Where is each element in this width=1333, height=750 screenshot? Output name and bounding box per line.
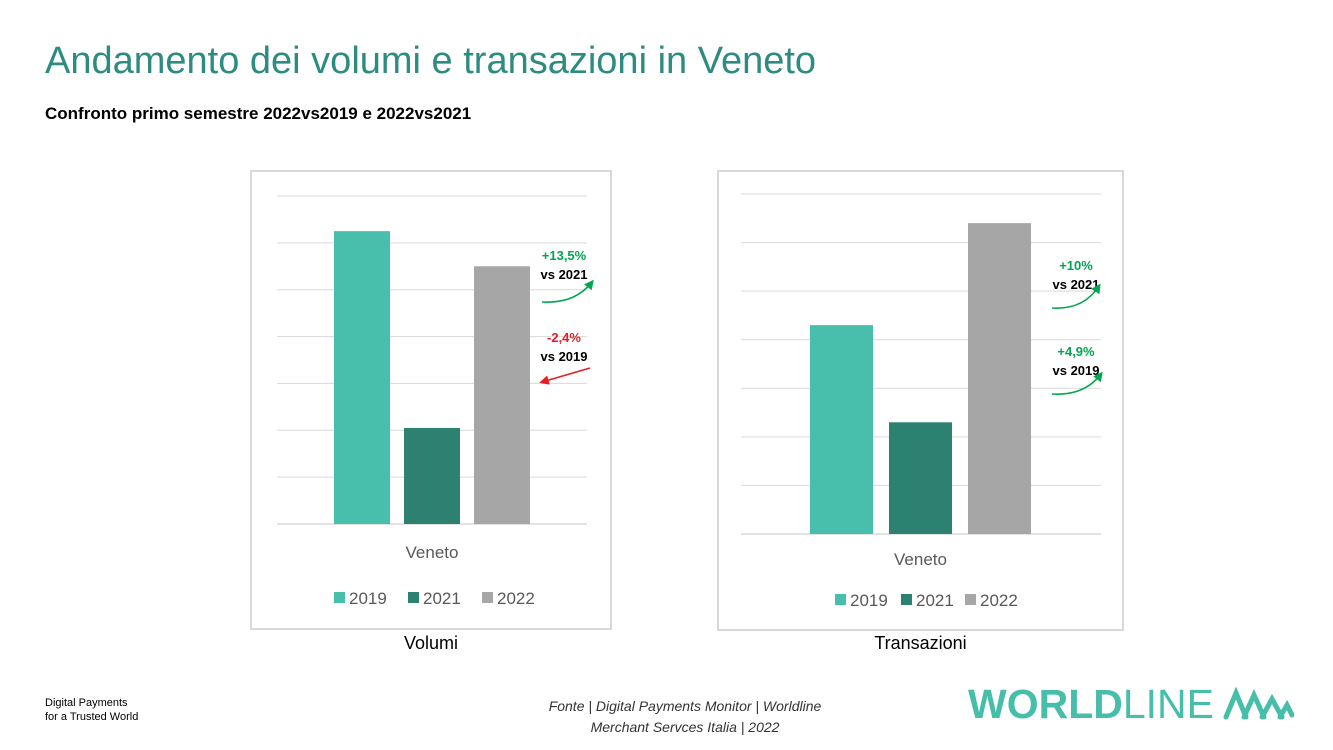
bar-2019 <box>810 325 873 534</box>
trend-up-arrow-icon <box>541 279 594 303</box>
footer-tagline: Digital Payments for a Trusted World <box>45 696 138 724</box>
chart-transazioni-svg: Veneto 2019 2021 2022 +10% vs 2021 +4,9% vs 201… <box>741 193 1103 610</box>
legend-label-2019: 2019 <box>850 591 888 610</box>
trend-down-arrow-icon <box>539 367 591 385</box>
annotation-value: +13,5% <box>542 248 587 263</box>
worldline-logo: WORLD LINE <box>968 680 1295 728</box>
bar-2019 <box>334 231 390 524</box>
logo-text-light: LINE <box>1122 680 1215 727</box>
legend-swatch-2022 <box>965 594 976 605</box>
source-line-2: Merchant Servces Italia | 2022 <box>590 719 780 735</box>
page-title: Andamento dei volumi e transazioni in Ve… <box>45 40 817 82</box>
chart-transazioni: Veneto 2019 2021 2022 +10% vs 2021 +4,9% vs 201… <box>717 170 1124 631</box>
bar-2022 <box>474 266 530 524</box>
page-subtitle: Confronto primo semestre 2022vs2019 e 20… <box>45 104 472 123</box>
annotation-label: vs 2021 <box>1053 277 1100 292</box>
legend-label-2022: 2022 <box>497 589 535 608</box>
annotation-label: vs 2021 <box>541 267 588 282</box>
annotation-label: vs 2019 <box>1053 363 1100 378</box>
bar-2021 <box>404 427 460 524</box>
tagline-line-2: for a Trusted World <box>45 711 139 723</box>
legend-label-2022: 2022 <box>980 591 1018 610</box>
logo-text-bold: WORLD <box>968 680 1123 727</box>
legend-swatch-2021 <box>901 594 912 605</box>
legend-swatch-2019 <box>334 592 345 603</box>
legend-label-2021: 2021 <box>423 589 461 608</box>
legend-swatch-2019 <box>835 594 846 605</box>
legend-label-2019: 2019 <box>349 589 387 608</box>
category-label: Veneto <box>406 543 459 562</box>
source-line-1: Fonte | Digital Payments Monitor | World… <box>548 698 822 714</box>
annotation-value: +4,9% <box>1057 344 1095 359</box>
chart-volumi-svg: Veneto 2019 2021 2022 +13,5% vs 2021 -2,4% vs 2… <box>277 195 594 608</box>
source-note: Fonte | Digital Payments Monitor | World… <box>470 696 900 738</box>
legend-swatch-2021 <box>408 592 419 603</box>
tagline-line-1: Digital Payments <box>45 697 128 709</box>
legend-label-2021: 2021 <box>916 591 954 610</box>
trend-up-arrow-icon <box>1051 371 1103 395</box>
chart-caption-volumi: Volumi <box>403 633 459 653</box>
legend-swatch-2022 <box>482 592 493 603</box>
annotation-value: +10% <box>1059 258 1093 273</box>
trend-up-arrow-icon <box>1051 283 1101 309</box>
bar-2021 <box>889 422 952 534</box>
chart-caption-transazioni: Transazioni <box>874 633 967 653</box>
annotation-label: vs 2019 <box>541 349 588 364</box>
worldline-waves-icon <box>1223 687 1295 720</box>
annotation-value: -2,4% <box>547 330 581 345</box>
chart-volumi: Veneto 2019 2021 2022 +13,5% vs 2021 -2,4% vs 2… <box>250 170 612 630</box>
bar-2022 <box>968 223 1031 534</box>
category-label: Veneto <box>894 550 947 569</box>
